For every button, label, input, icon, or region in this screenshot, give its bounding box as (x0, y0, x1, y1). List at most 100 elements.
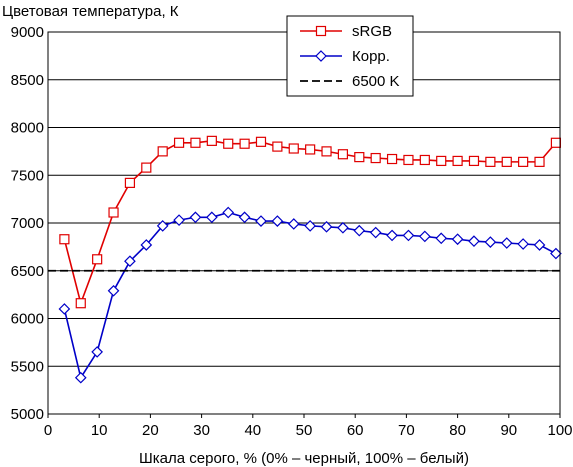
data-point (255, 136, 267, 147)
data-point (369, 226, 382, 239)
data-point (386, 153, 398, 165)
data-point (222, 206, 235, 219)
series-line (63, 211, 557, 380)
data-point (223, 138, 234, 149)
data-point (238, 211, 251, 224)
data-point (321, 146, 332, 157)
x-tick-label: 80 (449, 422, 466, 439)
data-point (501, 156, 512, 167)
y-tick-label: 9000 (11, 24, 44, 41)
y-tick-label: 5000 (11, 406, 44, 423)
x-tick-label: 40 (244, 422, 261, 439)
data-point (485, 156, 496, 167)
data-point (255, 215, 267, 227)
data-point (337, 221, 349, 234)
data-point (74, 371, 87, 384)
series-lines (48, 135, 562, 384)
data-point (403, 154, 414, 166)
series-1 (59, 135, 562, 309)
data-point (189, 211, 202, 224)
y-axis-title: Цветовая температура, К (2, 3, 179, 20)
x-tick-labels: 0 10 20 30 40 50 60 70 80 90 100 (44, 414, 573, 439)
data-point (353, 224, 366, 237)
data-point (124, 255, 136, 268)
legend: sRGB Корр. 6500 K (286, 15, 414, 97)
data-point (550, 247, 562, 260)
data-point (533, 239, 546, 251)
data-point (305, 144, 316, 155)
data-point (205, 211, 218, 224)
data-point (124, 177, 136, 188)
data-point (451, 233, 464, 246)
x-tick-label: 20 (142, 422, 159, 439)
data-point (173, 137, 185, 148)
x-tick-label: 60 (347, 422, 364, 439)
x-tick-label: 50 (296, 422, 313, 439)
x-tick-label: 0 (44, 422, 52, 439)
legend-item: Корр. (300, 48, 390, 65)
y-tick-labels: 5000 5500 6000 6500 7000 7500 8000 8500 9000 (11, 24, 44, 423)
data-point (500, 237, 513, 249)
data-point (337, 149, 349, 160)
data-point (370, 152, 381, 164)
data-point (156, 220, 169, 232)
legend-item: 6500 K (300, 73, 400, 90)
y-tick-label: 8000 (11, 120, 44, 137)
data-point (419, 154, 430, 166)
data-point (452, 155, 463, 167)
data-point (436, 155, 447, 167)
data-point (418, 230, 431, 243)
data-point (550, 137, 562, 148)
data-point (91, 346, 104, 358)
data-point (157, 146, 168, 157)
y-tick-label: 7000 (11, 215, 44, 232)
data-point (354, 152, 365, 163)
data-point (271, 215, 284, 227)
data-point (484, 236, 497, 248)
data-point (58, 303, 71, 315)
y-tick-label: 6500 (11, 263, 44, 280)
data-point (190, 137, 201, 148)
legend-label: Корр. (352, 48, 390, 65)
data-point (107, 284, 120, 297)
data-point (288, 143, 299, 154)
data-point (435, 232, 448, 245)
data-point (140, 239, 153, 251)
legend-label: 6500 K (352, 73, 400, 90)
y-tick-label: 7500 (11, 167, 44, 184)
data-point (206, 135, 217, 146)
data-point (173, 214, 185, 226)
data-point (75, 298, 86, 309)
y-tick-label: 5500 (11, 358, 44, 375)
x-axis-title: Шкала серого, % (0% – черный, 100% – бел… (139, 450, 469, 467)
x-tick-label: 90 (500, 422, 517, 439)
data-point (272, 141, 283, 152)
x-tick-label: 100 (547, 422, 572, 439)
legend-marker (315, 50, 327, 62)
data-point (517, 238, 529, 250)
y-tick-label: 6000 (11, 311, 44, 328)
series-2 (58, 206, 562, 384)
legend-item: sRGB (300, 23, 392, 40)
y-tick-label: 8500 (11, 72, 44, 89)
x-tick-label: 10 (91, 422, 108, 439)
data-point (320, 220, 333, 233)
legend-marker (315, 25, 327, 37)
data-point (402, 229, 415, 242)
data-point (386, 229, 398, 242)
data-point (287, 218, 300, 230)
data-point (92, 254, 103, 265)
legend-label: sRGB (352, 23, 392, 40)
data-point (108, 207, 119, 218)
x-tick-label: 30 (193, 422, 210, 439)
x-tick-label: 70 (398, 422, 415, 439)
data-point (59, 234, 70, 245)
data-point (534, 156, 545, 167)
data-point (304, 220, 316, 232)
data-point (468, 235, 480, 247)
data-point (141, 162, 152, 173)
data-point (468, 155, 480, 167)
data-point (239, 138, 250, 149)
data-point (518, 156, 529, 167)
